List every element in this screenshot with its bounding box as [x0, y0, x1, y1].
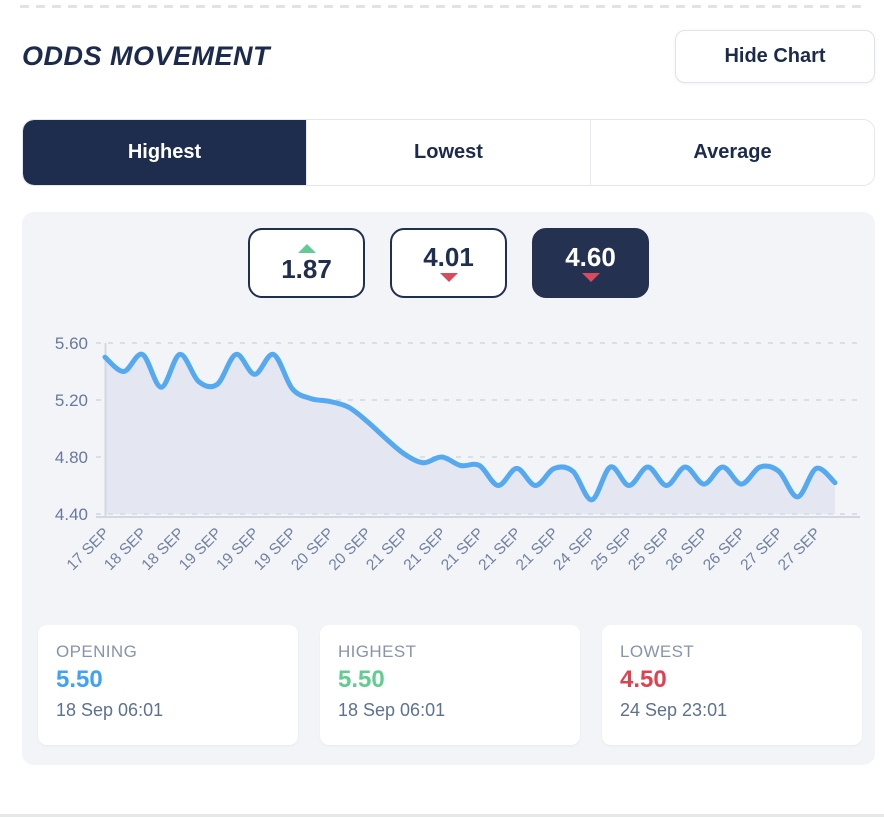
y-tick-label: 5.20 [55, 391, 88, 410]
stat-card-highest: HIGHEST 5.50 18 Sep 06:01 [320, 625, 580, 745]
stat-label: HIGHEST [338, 642, 417, 661]
stat-label: OPENING [56, 642, 138, 661]
odds-line [102, 351, 838, 503]
y-tick-label: 4.40 [55, 505, 88, 524]
odds-value: 4.01 [423, 242, 474, 272]
odds-box-away[interactable]: 4.60 [532, 228, 649, 298]
odds-type-tabs: Highest Lowest Average [22, 119, 875, 186]
odds-value: 4.60 [565, 242, 616, 272]
trend-up-icon [297, 244, 316, 253]
x-tick-label: 27 SEP [775, 525, 824, 574]
stat-label: LOWEST [620, 642, 695, 661]
odds-value: 1.87 [281, 254, 332, 284]
page-title: ODDS MOVEMENT [22, 41, 271, 71]
odds-box-home[interactable]: 1.87 [248, 228, 365, 298]
tab-highest[interactable]: Highest [23, 120, 306, 185]
stat-value: 4.50 [620, 666, 667, 693]
stat-value: 5.50 [338, 666, 385, 693]
y-tick-label: 5.60 [55, 334, 88, 353]
header: ODDS MOVEMENT Hide Chart [22, 30, 875, 83]
top-dashed-divider [20, 5, 864, 8]
stat-datetime: 24 Sep 23:01 [620, 700, 728, 720]
odds-area [105, 354, 835, 514]
stats-row: OPENING 5.50 18 Sep 06:01 HIGHEST 5.50 1… [38, 625, 862, 745]
y-tick-label: 4.80 [55, 448, 88, 467]
tab-average[interactable]: Average [590, 120, 874, 185]
stat-card-opening: OPENING 5.50 18 Sep 06:01 [38, 625, 298, 745]
bottom-divider [0, 814, 884, 817]
stat-value: 5.50 [56, 666, 103, 693]
stat-card-lowest: LOWEST 4.50 24 Sep 23:01 [602, 625, 862, 745]
tab-lowest[interactable]: Lowest [306, 120, 590, 185]
current-odds-row: 1.87 4.01 4.60 [22, 228, 875, 298]
stat-datetime: 18 Sep 06:01 [338, 700, 446, 720]
trend-down-icon [581, 273, 600, 282]
chart-panel: 1.87 4.01 4.60 5.60 5.20 4.80 4.40 17 SEP 18 … [22, 212, 875, 765]
trend-down-icon [439, 273, 458, 282]
hide-chart-button[interactable]: Hide Chart [675, 30, 875, 83]
stat-datetime: 18 Sep 06:01 [56, 700, 164, 720]
odds-box-draw[interactable]: 4.01 [390, 228, 507, 298]
